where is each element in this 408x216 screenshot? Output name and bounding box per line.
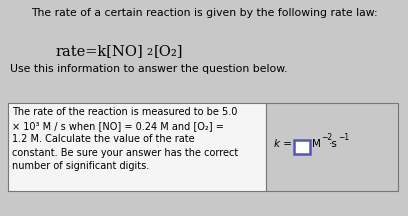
Text: [O₂]: [O₂] [154,44,184,58]
Text: −2: −2 [321,133,332,143]
FancyBboxPatch shape [266,103,398,191]
Text: ·s: ·s [329,139,338,149]
FancyBboxPatch shape [8,103,266,191]
Text: 2: 2 [146,48,152,57]
Text: k =: k = [274,139,292,149]
Text: −1: −1 [338,133,349,143]
FancyBboxPatch shape [294,140,310,154]
Text: rate=k[NO]: rate=k[NO] [55,44,143,58]
Text: The rate of a certain reaction is given by the following rate law:: The rate of a certain reaction is given … [31,8,377,18]
Text: M: M [312,139,321,149]
Text: The rate of the reaction is measured to be 5.0
× 10³ M / s when [NO] = 0.24 M an: The rate of the reaction is measured to … [12,107,238,172]
Text: Use this information to answer the question below.: Use this information to answer the quest… [10,64,288,74]
